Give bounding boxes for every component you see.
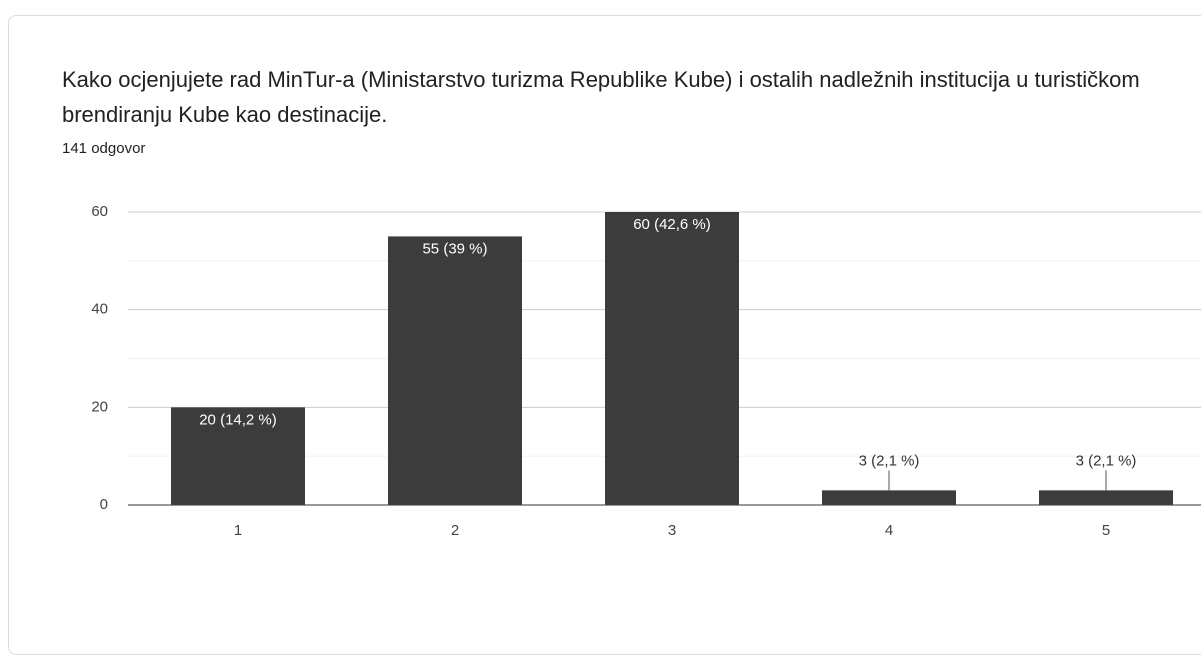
x-tick-label: 5 — [1102, 522, 1110, 539]
data-label: 3 (2,1 %) — [859, 452, 920, 469]
bar — [171, 407, 305, 505]
y-tick-label: 40 — [91, 301, 108, 318]
x-tick-label: 4 — [885, 522, 893, 539]
response-count: 141 odgovor — [62, 140, 146, 157]
bar — [605, 212, 739, 505]
data-label: 20 (14,2 %) — [199, 411, 277, 428]
page: {"chart_data": {"type": "bar", "title": … — [8, 15, 1201, 655]
data-label: 60 (42,6 %) — [633, 216, 711, 233]
chart-title: Kako ocjenjujete rad MinTur-a (Ministars… — [62, 67, 1140, 127]
x-tick-label: 1 — [234, 522, 242, 539]
y-tick-label: 60 — [91, 203, 108, 220]
y-tick-label: 0 — [100, 496, 108, 513]
bar — [388, 236, 522, 505]
bar — [822, 490, 956, 505]
y-tick-label: 20 — [91, 398, 108, 415]
bar — [1039, 490, 1173, 505]
x-tick-label: 3 — [668, 522, 676, 539]
data-label: 3 (2,1 %) — [1076, 452, 1137, 469]
x-tick-label: 2 — [451, 522, 459, 539]
chart: 0 20 40 60 1 20 (14,2 %) 2 55 (39 %) 3 60 (42,6 %… — [91, 203, 1201, 539]
data-label: 55 (39 %) — [422, 240, 487, 257]
